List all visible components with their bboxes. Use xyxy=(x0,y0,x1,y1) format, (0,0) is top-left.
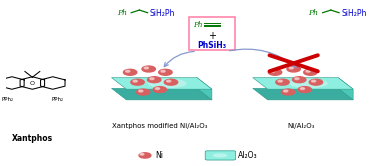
Circle shape xyxy=(125,70,130,72)
Text: SiH₂Ph: SiH₂Ph xyxy=(341,8,367,18)
Ellipse shape xyxy=(289,79,328,88)
Circle shape xyxy=(311,80,316,82)
Text: SiH₂Ph: SiH₂Ph xyxy=(150,8,175,18)
Text: PhSiH₃: PhSiH₃ xyxy=(197,41,226,50)
Circle shape xyxy=(295,78,299,80)
Circle shape xyxy=(284,90,288,92)
Text: Ph: Ph xyxy=(308,9,319,17)
Circle shape xyxy=(301,88,305,89)
Ellipse shape xyxy=(213,153,228,158)
Text: Xantphos modified Ni/Al₂O₃: Xantphos modified Ni/Al₂O₃ xyxy=(112,123,208,129)
Circle shape xyxy=(136,89,150,95)
Text: Xantphos: Xantphos xyxy=(12,134,53,143)
Circle shape xyxy=(124,69,137,75)
Circle shape xyxy=(155,88,160,89)
Circle shape xyxy=(268,69,282,75)
Text: PPh₂: PPh₂ xyxy=(51,97,64,102)
Polygon shape xyxy=(112,78,212,89)
Text: +: + xyxy=(208,32,216,42)
Circle shape xyxy=(271,70,275,72)
Circle shape xyxy=(133,80,137,82)
FancyBboxPatch shape xyxy=(189,17,235,50)
Text: Ph: Ph xyxy=(117,9,127,17)
Text: Al₂O₃: Al₂O₃ xyxy=(238,151,257,160)
Circle shape xyxy=(159,69,172,75)
Circle shape xyxy=(289,67,293,69)
Circle shape xyxy=(144,67,149,69)
Circle shape xyxy=(139,90,143,92)
Circle shape xyxy=(161,70,165,72)
Text: Ph: Ph xyxy=(193,21,203,29)
Polygon shape xyxy=(338,78,353,100)
Circle shape xyxy=(142,66,155,72)
Circle shape xyxy=(306,70,310,72)
Ellipse shape xyxy=(148,79,186,88)
Text: Ni/Al₂O₃: Ni/Al₂O₃ xyxy=(287,123,315,129)
Circle shape xyxy=(153,87,167,93)
Circle shape xyxy=(139,153,151,158)
Circle shape xyxy=(293,77,306,83)
Circle shape xyxy=(287,66,301,72)
Text: Ni: Ni xyxy=(155,151,163,160)
Circle shape xyxy=(167,80,171,82)
Circle shape xyxy=(150,78,154,80)
Circle shape xyxy=(147,77,161,83)
Circle shape xyxy=(298,87,311,93)
FancyArrowPatch shape xyxy=(229,49,296,67)
Text: PPh₂: PPh₂ xyxy=(1,97,13,102)
Circle shape xyxy=(131,79,144,85)
Circle shape xyxy=(164,79,178,85)
Circle shape xyxy=(304,69,317,75)
Circle shape xyxy=(278,80,282,82)
Circle shape xyxy=(309,79,323,85)
FancyBboxPatch shape xyxy=(205,151,235,160)
Polygon shape xyxy=(253,78,353,89)
Text: O: O xyxy=(30,81,35,85)
Circle shape xyxy=(276,79,289,85)
Polygon shape xyxy=(112,88,212,100)
FancyArrowPatch shape xyxy=(164,51,194,67)
Circle shape xyxy=(281,89,295,95)
Polygon shape xyxy=(197,78,212,100)
Circle shape xyxy=(140,153,144,155)
Polygon shape xyxy=(253,88,353,100)
